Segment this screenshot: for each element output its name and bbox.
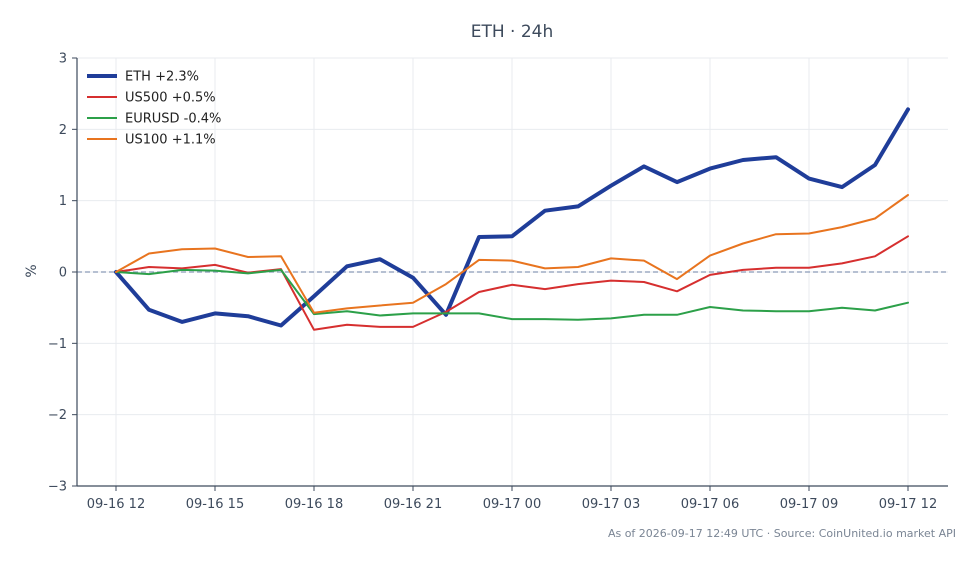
- legend-label: ETH +2.3%: [125, 70, 199, 85]
- y-tick-label: −1: [48, 337, 67, 352]
- x-tick-label: 09-16 18: [285, 497, 343, 512]
- x-tick-label: 09-16 15: [186, 497, 244, 512]
- x-tick-label: 09-16 21: [384, 497, 442, 512]
- y-tick-label: 3: [59, 52, 67, 67]
- x-ticks: 09-16 12 09-16 15 09-16 18 09-16 21 09-17 00…: [87, 486, 937, 512]
- series-lines: [114, 107, 910, 331]
- y-axis-label: %: [24, 264, 40, 277]
- y-ticks: 3 2 1 0 −1 −2 −3: [48, 52, 77, 495]
- y-tick-label: 1: [59, 194, 67, 209]
- legend: ETH +2.3% US500 +0.5% EURUSD -0.4% US100 +1…: [87, 70, 221, 148]
- y-tick-label: −2: [48, 408, 67, 423]
- footer-source: As of 2026-09-17 12:49 UTC · Source: Coi…: [608, 527, 956, 540]
- y-tick-label: 0: [59, 266, 67, 281]
- series-line-3: [115, 268, 909, 321]
- x-tick-label: 09-17 00: [483, 497, 541, 512]
- y-tick-label: −3: [48, 480, 67, 495]
- x-tick-label: 09-17 06: [681, 497, 739, 512]
- y-tick-label: 2: [59, 123, 67, 138]
- series-line-1: [114, 107, 910, 328]
- chart-title: ETH · 24h: [471, 22, 554, 42]
- legend-label: US500 +0.5%: [125, 91, 216, 106]
- x-tick-label: 09-17 03: [582, 497, 640, 512]
- legend-label: EURUSD -0.4%: [125, 112, 221, 127]
- legend-label: US100 +1.1%: [125, 133, 216, 148]
- x-tick-label: 09-17 09: [780, 497, 838, 512]
- x-tick-label: 09-16 12: [87, 497, 145, 512]
- x-tick-label: 09-17 12: [879, 497, 937, 512]
- series-line-4: [115, 194, 909, 314]
